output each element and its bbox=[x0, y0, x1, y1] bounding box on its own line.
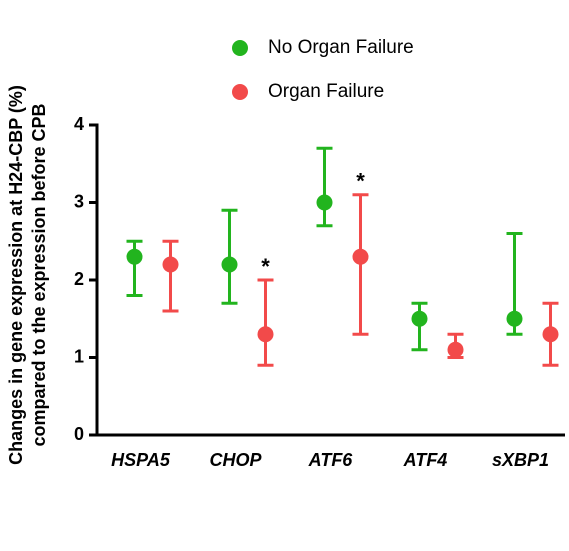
x-tick-label: ATF4 bbox=[403, 450, 448, 470]
dot bbox=[316, 194, 333, 211]
legend-marker bbox=[232, 40, 248, 56]
y-tick-label: 2 bbox=[74, 269, 84, 289]
dot bbox=[506, 310, 523, 327]
y-tick-label: 1 bbox=[74, 346, 84, 366]
legend-label: Organ Failure bbox=[268, 81, 384, 102]
x-tick-label: HSPA5 bbox=[111, 450, 171, 470]
legend-label: No Organ Failure bbox=[268, 37, 414, 58]
dot bbox=[257, 326, 274, 343]
x-tick-label: CHOP bbox=[209, 450, 262, 470]
y-tick-label: 0 bbox=[74, 424, 84, 444]
annotation: * bbox=[356, 169, 365, 194]
x-tick-label: sXBP1 bbox=[492, 450, 549, 470]
dot bbox=[126, 248, 143, 265]
y-axis-label: Changes in gene expression at H24-CBP (%… bbox=[6, 85, 26, 465]
dot bbox=[221, 256, 238, 273]
dot bbox=[447, 341, 464, 358]
x-tick-label: ATF6 bbox=[308, 450, 354, 470]
dot bbox=[162, 256, 179, 273]
dot bbox=[352, 248, 369, 265]
legend-marker bbox=[232, 84, 248, 100]
dot bbox=[542, 326, 559, 343]
annotation: * bbox=[261, 254, 270, 279]
y-axis-label: compared to the expression before CPB bbox=[29, 103, 49, 446]
y-tick-label: 4 bbox=[74, 114, 84, 134]
y-tick-label: 3 bbox=[74, 191, 84, 211]
dot bbox=[411, 310, 428, 327]
